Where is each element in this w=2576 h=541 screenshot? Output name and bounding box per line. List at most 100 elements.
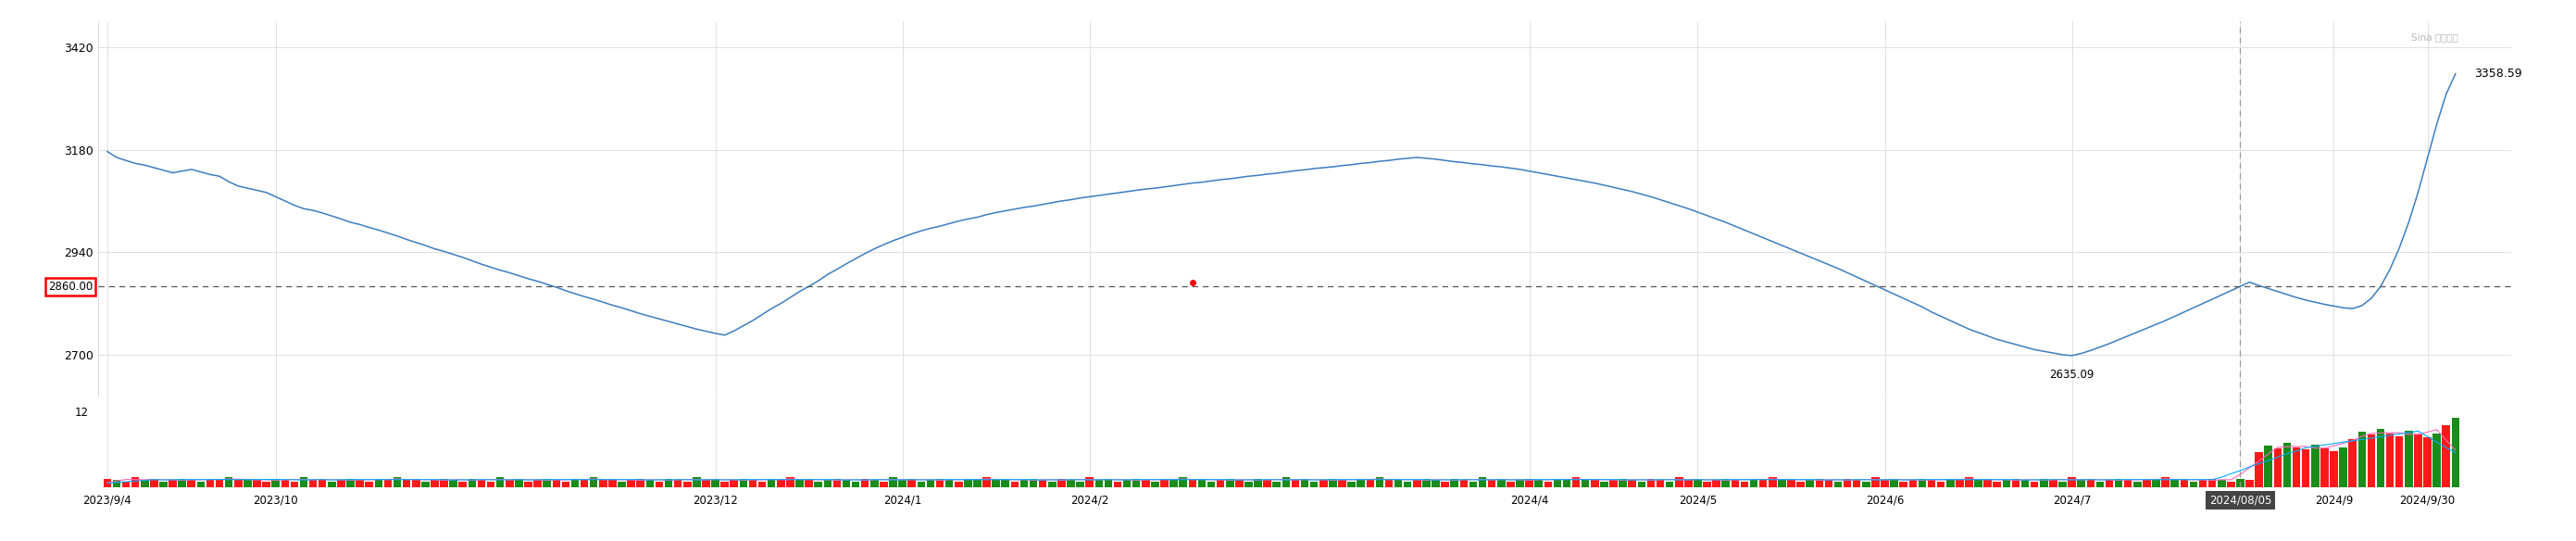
Bar (2349, 439, 2357, 487)
Bar (1180, 477, 1188, 487)
Bar (149, 479, 157, 487)
Bar (2208, 479, 2215, 487)
Bar (860, 479, 868, 487)
Bar (675, 480, 683, 487)
Bar (551, 480, 559, 487)
Bar (487, 481, 495, 487)
Bar (263, 481, 270, 487)
Bar (739, 479, 747, 487)
Bar (448, 480, 459, 487)
Bar (422, 481, 430, 487)
Bar (2105, 480, 2112, 487)
Bar (1188, 480, 1195, 487)
Bar (871, 480, 878, 487)
Bar (1824, 480, 1832, 487)
Bar (2378, 429, 2385, 487)
Bar (2385, 433, 2393, 487)
Bar (2151, 480, 2161, 487)
Bar (683, 481, 690, 487)
Bar (1891, 479, 1899, 487)
Bar (2218, 480, 2226, 487)
Bar (2190, 481, 2197, 487)
Bar (1947, 479, 1955, 487)
Bar (665, 479, 672, 487)
Bar (974, 480, 981, 487)
Bar (1834, 481, 1842, 487)
Bar (2030, 481, 2038, 487)
Bar (1692, 479, 1703, 487)
Bar (778, 480, 786, 487)
Bar (1123, 480, 1131, 487)
Bar (1273, 481, 1280, 487)
Bar (430, 480, 438, 487)
Bar (2303, 450, 2311, 487)
Bar (526, 481, 533, 487)
Bar (1244, 481, 1252, 487)
Bar (796, 480, 804, 487)
Bar (1394, 479, 1401, 487)
Bar (1329, 479, 1337, 487)
Bar (160, 481, 167, 487)
Bar (1216, 480, 1224, 487)
Bar (1077, 481, 1084, 487)
Bar (1432, 480, 1440, 487)
Bar (1759, 480, 1767, 487)
Text: 310191061.20: 310191061.20 (866, 420, 940, 429)
Bar (103, 479, 111, 487)
Bar (2022, 480, 2030, 487)
Bar (1553, 479, 1561, 487)
Bar (1030, 479, 1038, 487)
Bar (600, 480, 608, 487)
Bar (1386, 480, 1394, 487)
Bar (2432, 433, 2439, 487)
Bar (1703, 481, 1710, 487)
Bar (394, 477, 402, 487)
Text: 2860.00: 2860.00 (49, 280, 93, 293)
Text: MA5:: MA5: (520, 420, 546, 429)
Bar (1170, 480, 1177, 487)
Bar (196, 481, 204, 487)
Bar (1337, 480, 1347, 487)
Bar (1674, 477, 1682, 487)
Bar (1347, 481, 1355, 487)
Bar (348, 479, 355, 487)
Bar (319, 479, 327, 487)
Bar (1618, 479, 1628, 487)
Bar (608, 479, 616, 487)
Bar (270, 479, 281, 487)
Bar (2228, 481, 2236, 487)
Bar (355, 480, 363, 487)
Bar (1656, 480, 1664, 487)
Bar (1628, 480, 1636, 487)
Bar (1198, 479, 1206, 487)
Bar (899, 480, 907, 487)
Bar (1777, 480, 1785, 487)
Bar (1852, 480, 1860, 487)
Bar (170, 480, 178, 487)
Bar (1667, 481, 1674, 487)
Bar (757, 481, 765, 487)
Bar (2442, 425, 2450, 487)
Bar (1795, 481, 1806, 487)
Bar (1048, 481, 1056, 487)
Text: MA10:: MA10: (809, 420, 842, 429)
Bar (1141, 480, 1149, 487)
Bar (2367, 434, 2375, 487)
Bar (1084, 477, 1095, 487)
Bar (497, 477, 505, 487)
Bar (1984, 479, 1991, 487)
Bar (2179, 479, 2187, 487)
Bar (1927, 480, 1935, 487)
Bar (956, 481, 963, 487)
Bar (1880, 480, 1888, 487)
Bar (647, 480, 654, 487)
Bar (703, 480, 711, 487)
Text: VOL: 355540572.00: VOL: 355540572.00 (232, 420, 332, 429)
Text: 12: 12 (75, 406, 88, 418)
Bar (224, 477, 232, 487)
Bar (2172, 480, 2179, 487)
Bar (1844, 479, 1852, 487)
Bar (1414, 480, 1422, 487)
Bar (2069, 477, 2076, 487)
Bar (693, 477, 701, 487)
